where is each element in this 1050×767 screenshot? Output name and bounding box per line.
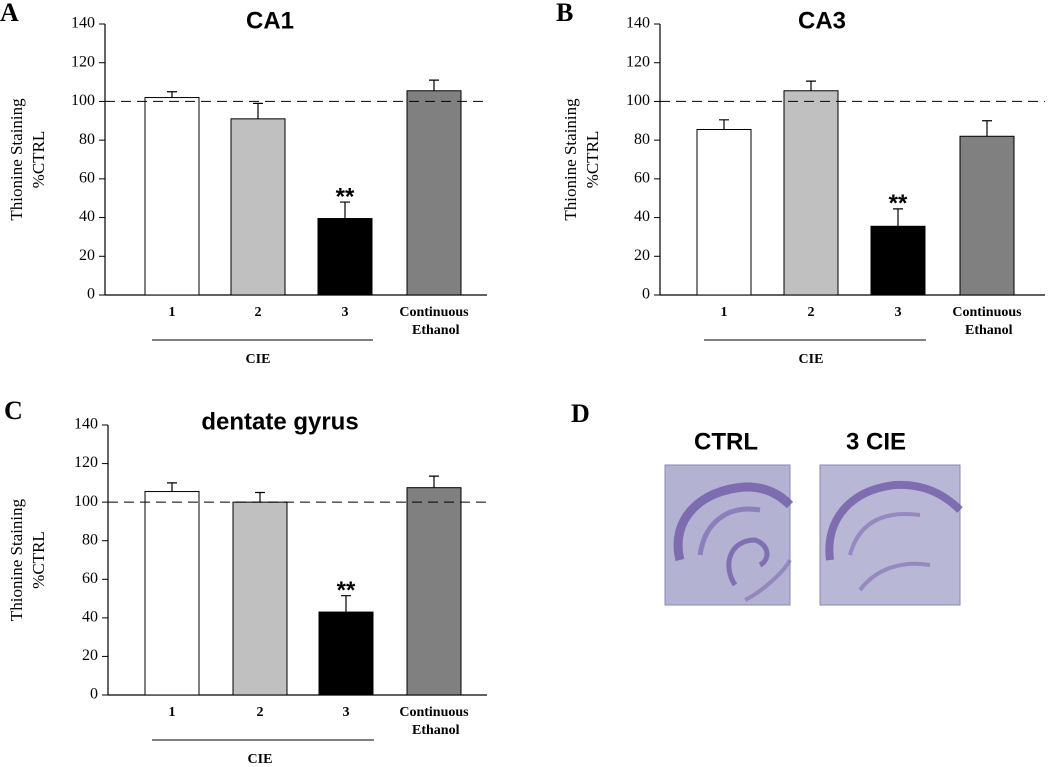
y-tick-label: 0 — [90, 686, 98, 703]
bar — [406, 90, 462, 296]
panel-letter: A — [0, 0, 19, 27]
y-axis-label: %CTRL — [583, 131, 602, 189]
y-tick-label: 140 — [626, 15, 650, 32]
bar — [696, 128, 752, 296]
error-bar — [893, 208, 903, 227]
y-tick-label: 40 — [79, 208, 95, 225]
y-axis-label: Thionine Staining — [7, 98, 26, 221]
bar — [144, 491, 200, 696]
y-tick-label: 100 — [71, 92, 95, 109]
y-axis-label: Thionine Staining — [7, 498, 26, 621]
group-label: CIE — [248, 752, 273, 767]
panel-letter: C — [4, 396, 23, 425]
annotation: ** — [889, 190, 908, 217]
x-tick-label: 3 — [343, 705, 350, 720]
y-tick-label: 80 — [79, 131, 95, 148]
chart-title: CA1 — [246, 7, 294, 34]
y-axis-label: Thionine Staining — [561, 98, 580, 221]
y-tick-label: 20 — [82, 647, 98, 664]
bar — [318, 611, 374, 696]
x-tick-label: 2 — [257, 705, 264, 720]
y-tick-label: 100 — [74, 493, 98, 510]
chart-title: CA3 — [798, 7, 846, 34]
image-3cie — [819, 464, 963, 606]
panel-letter: D — [571, 399, 590, 428]
group-label: CIE — [799, 352, 824, 367]
annotation: ** — [337, 577, 356, 604]
x-tick-label: Continuous Ethanol — [952, 305, 1022, 338]
y-tick-label: 40 — [82, 609, 98, 626]
error-bar — [255, 491, 265, 503]
error-bar — [253, 102, 263, 119]
y-tick-label: 140 — [71, 15, 95, 32]
y-tick-label: 100 — [626, 92, 650, 109]
x-tick-label: 1 — [169, 705, 176, 720]
error-bar — [340, 201, 350, 219]
error-bar — [429, 475, 439, 488]
bar — [144, 97, 200, 296]
panel-letter: B — [556, 0, 573, 27]
y-tick-label: 80 — [82, 531, 98, 548]
error-bar — [429, 79, 439, 91]
error-bar — [719, 119, 729, 130]
y-axis-label: %CTRL — [29, 531, 48, 589]
error-bar — [806, 80, 816, 91]
y-tick-label: 0 — [87, 286, 95, 303]
error-bar — [167, 482, 177, 492]
bar — [783, 90, 839, 296]
x-tick-label: 2 — [808, 305, 815, 320]
chart-title: dentate gyrus — [201, 408, 358, 435]
y-axis-label: %CTRL — [29, 131, 48, 189]
error-bar — [982, 120, 992, 137]
image-label: 3 CIE — [846, 428, 906, 455]
annotation: ** — [336, 183, 355, 210]
bar — [317, 218, 373, 296]
y-tick-label: 40 — [634, 208, 650, 225]
error-bar — [341, 595, 351, 613]
y-tick-label: 20 — [79, 247, 95, 264]
bar — [959, 135, 1015, 296]
y-tick-label: 0 — [642, 286, 650, 303]
y-tick-label: 120 — [626, 53, 650, 70]
panel-d: D CTRL 3 CIE — [571, 399, 963, 606]
group-label: CIE — [246, 352, 271, 367]
bar — [230, 118, 286, 296]
x-tick-label: Continuous Ethanol — [399, 305, 469, 338]
image-label: CTRL — [694, 428, 758, 455]
x-tick-label: 1 — [169, 305, 176, 320]
y-tick-label: 80 — [634, 131, 650, 148]
y-tick-label: 60 — [82, 570, 98, 587]
bar — [870, 225, 926, 296]
x-tick-label: 1 — [721, 305, 728, 320]
y-tick-label: 120 — [74, 454, 98, 471]
y-tick-label: 20 — [634, 247, 650, 264]
x-tick-label: Continuous Ethanol — [399, 705, 469, 738]
y-tick-label: 60 — [634, 170, 650, 187]
image-ctrl — [664, 464, 794, 606]
x-tick-label: 3 — [342, 305, 349, 320]
x-tick-label: 2 — [255, 305, 262, 320]
x-tick-label: 3 — [895, 305, 902, 320]
y-tick-label: 60 — [79, 170, 95, 187]
y-tick-label: 120 — [71, 53, 95, 70]
y-tick-label: 140 — [74, 416, 98, 433]
bar — [232, 501, 288, 696]
bar — [406, 487, 462, 696]
error-bar — [167, 91, 177, 98]
